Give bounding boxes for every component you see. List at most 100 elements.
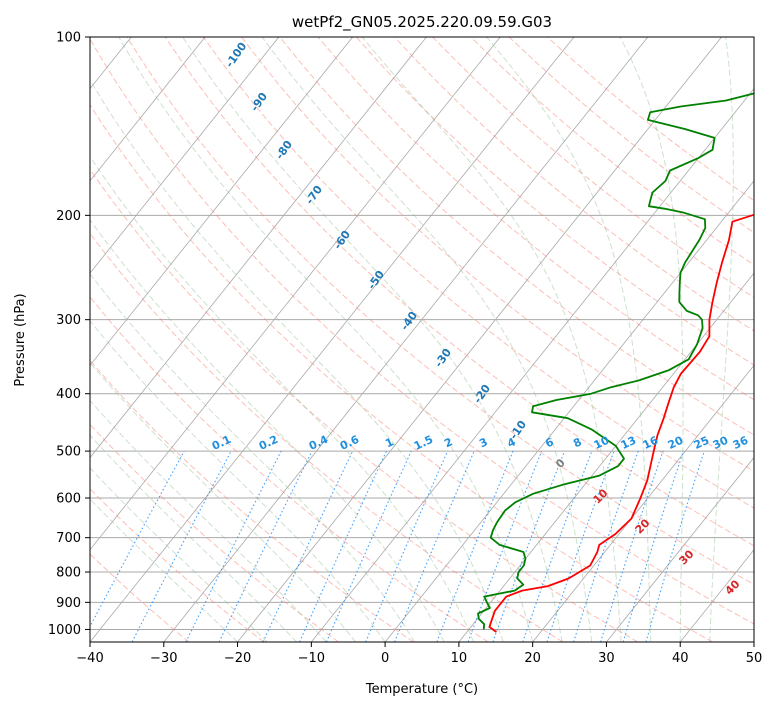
- dry-adiabat-label: -90: [248, 90, 270, 114]
- x-tick-label: 20: [524, 651, 541, 666]
- axis-ticks: −40 −30 −20 −10 0 10 20 30 40 5010020030040050060…: [48, 31, 762, 667]
- x-tick-label: 50: [746, 651, 763, 666]
- dry-adiabat-line: [508, 37, 754, 234]
- moist-adiabat-line: [619, 37, 684, 642]
- mixing-ratio-label: 10: [592, 434, 612, 452]
- isotherm-line: [90, 37, 427, 459]
- moist-adiabat-line: [90, 219, 445, 642]
- isotherm-line: [90, 37, 575, 642]
- moist-adiabat-line: [361, 37, 622, 642]
- dry-adiabat-line: [126, 37, 754, 586]
- dry-adiabat-label: -100: [223, 40, 250, 70]
- x-tick-label: −10: [298, 651, 325, 666]
- x-tick-label: −40: [76, 651, 103, 666]
- moist-adiabat-line: [261, 37, 593, 642]
- moist-adiabat-line: [182, 37, 563, 642]
- mixing-ratio-line: [185, 450, 282, 642]
- y-tick-label: 900: [56, 596, 81, 611]
- isotherm-line: [679, 549, 754, 642]
- mixing-ratio-line: [218, 450, 313, 642]
- x-tick-label: 10: [451, 651, 468, 666]
- moist-adiabat-line: [486, 37, 652, 642]
- y-tick-label: 500: [56, 445, 81, 460]
- mixing-ratio-label: 0.1: [210, 433, 233, 453]
- mixing-ratio-line: [365, 450, 449, 642]
- moist-adiabat-line: [90, 498, 238, 642]
- dry-adiabat-line: [432, 37, 754, 299]
- y-tick-label: 200: [56, 209, 81, 224]
- mixing-ratio-line: [572, 450, 639, 642]
- isotherm-line: [163, 37, 649, 642]
- mixing-ratio-label: 6: [543, 435, 556, 450]
- sounding-profiles: [477, 92, 754, 633]
- mixing-ratio-line: [436, 450, 514, 642]
- x-tick-label: 30: [598, 651, 615, 666]
- mixing-ratio-line: [492, 450, 566, 642]
- mixing-ratio-label: 0.4: [307, 433, 330, 453]
- mixing-ratio-label: 25: [692, 434, 711, 452]
- dry-adiabat-label: -30: [432, 346, 454, 370]
- mixing-ratio-label: 3: [477, 435, 489, 450]
- y-tick-label: 100: [56, 31, 81, 46]
- temperature-profile: [488, 214, 754, 633]
- mixing-ratio-label: 0.6: [338, 433, 361, 453]
- dry-adiabat-label: -80: [273, 138, 295, 162]
- dry-adiabat-line: [164, 37, 754, 547]
- moist-adiabat-line: [90, 78, 504, 642]
- dry-adiabat-line: [90, 488, 265, 642]
- dry-adiabat-label: -60: [331, 228, 353, 252]
- y-tick-label: 600: [56, 492, 81, 507]
- moist-adiabat-line: [90, 399, 327, 642]
- dry-adiabat-line: [90, 38, 754, 625]
- dry-adiabat-label: -50: [365, 268, 387, 292]
- mixing-ratio-label: 20: [666, 434, 686, 452]
- dry-adiabat-label: -40: [398, 309, 420, 333]
- isotherm-line: [606, 456, 754, 642]
- isotherm-line: [753, 641, 754, 642]
- x-tick-label: −30: [150, 651, 177, 666]
- mixing-ratio-line: [522, 450, 593, 642]
- dry-adiabat-line: [470, 37, 754, 266]
- dry-adiabat-line: [90, 423, 339, 642]
- y-tick-label: 400: [56, 387, 81, 402]
- isotherm-line: [90, 37, 501, 551]
- x-axis-label: Temperature (°C): [365, 682, 478, 697]
- x-tick-label: 40: [672, 651, 689, 666]
- mixing-ratio-line: [394, 450, 475, 642]
- isotherm-line: [237, 37, 722, 642]
- moist-adiabat-line: [90, 273, 416, 642]
- moist-adiabat-label: 20: [633, 516, 653, 536]
- dry-adiabat-label: -20: [471, 382, 493, 406]
- mixing-ratio-line: [325, 450, 412, 642]
- mixing-ratio-label: 13: [619, 434, 638, 452]
- dry-adiabat-line: [202, 37, 754, 509]
- isotherm-line: [384, 180, 754, 642]
- dry-adiabat-line: [90, 232, 564, 642]
- mixing-ratio-line: [467, 450, 543, 642]
- moist-adiabat-label: 0: [553, 456, 568, 471]
- moist-adiabat-line: [709, 37, 734, 642]
- dewpoint-profile: [477, 92, 754, 630]
- isotherm-line: [0, 37, 58, 642]
- mixing-ratio-label: 1.5: [412, 433, 435, 453]
- isotherm-line: [458, 272, 754, 642]
- y-tick-label: 300: [56, 313, 81, 328]
- mixing-ratio-label: 0.2: [257, 433, 280, 453]
- mixing-ratio-line: [262, 450, 354, 642]
- plot-frame: [89, 36, 755, 643]
- dry-adiabat-line: [317, 37, 754, 401]
- dry-adiabat-line: [90, 296, 489, 642]
- mixing-ratio-label: 2: [442, 435, 454, 450]
- isotherm-line: [311, 88, 754, 642]
- mixing-ratio-label: 16: [641, 434, 661, 452]
- moist-adiabat-label: 40: [723, 577, 743, 597]
- y-tick-label: 800: [56, 566, 81, 581]
- mixing-ratio-line: [90, 450, 185, 628]
- y-tick-label: 700: [56, 531, 81, 546]
- chart-title: wetPf2_GN05.2025.220.09.59.G03: [292, 13, 552, 32]
- x-tick-label: 0: [381, 651, 389, 666]
- mixing-ratio-label: 30: [711, 434, 731, 452]
- y-axis-label: Pressure (hPa): [13, 293, 28, 386]
- moist-adiabat-line: [90, 434, 297, 642]
